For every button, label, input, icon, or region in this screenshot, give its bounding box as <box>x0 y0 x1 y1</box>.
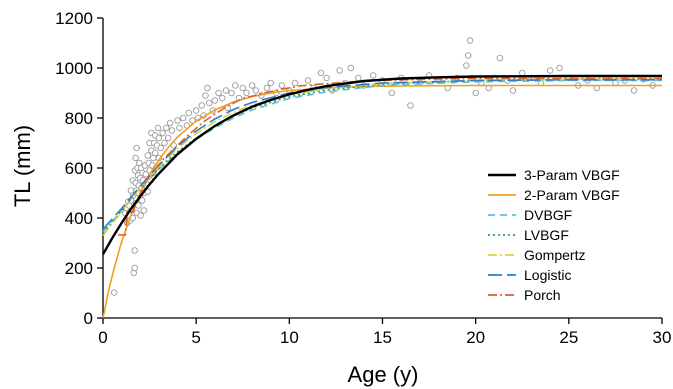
data-point <box>267 79 274 87</box>
data-point <box>185 109 192 117</box>
data-point <box>174 117 181 124</box>
data-point <box>204 84 211 92</box>
data-point <box>166 119 174 127</box>
data-point <box>472 89 479 97</box>
data-point <box>159 129 166 137</box>
data-point <box>263 84 271 92</box>
data-point <box>232 82 239 89</box>
data-point <box>323 74 330 82</box>
x-tick-label: 25 <box>559 328 578 347</box>
data-point <box>228 89 235 97</box>
curve-3-param-vbgf <box>101 74 662 255</box>
data-point <box>157 144 165 152</box>
data-point <box>154 124 162 132</box>
curve-porch <box>117 77 662 236</box>
axes: 0 200 400 600 800 1000 1200 0 5 10 15 20 25 30 <box>55 9 671 347</box>
data-point <box>161 139 168 147</box>
data-point <box>355 74 362 82</box>
data-point <box>239 84 246 92</box>
data-point <box>464 52 472 59</box>
data-point <box>243 89 250 97</box>
data-point <box>463 62 470 69</box>
legend-label: Porch <box>524 287 561 303</box>
data-point <box>176 124 183 132</box>
data-point <box>630 87 638 94</box>
curve-logistic <box>102 79 662 230</box>
data-point <box>132 154 139 162</box>
x-tick-label: 10 <box>280 328 299 347</box>
curve-lvbgf <box>102 78 662 234</box>
y-tick-label: 0 <box>84 309 93 328</box>
data-point <box>509 87 517 94</box>
curve-dvbgf <box>102 79 662 233</box>
data-point <box>211 97 219 104</box>
data-point <box>388 89 396 97</box>
data-point <box>137 212 144 219</box>
model-curves <box>101 74 662 319</box>
y-tick-label: 1200 <box>55 9 93 28</box>
data-point <box>179 114 187 122</box>
data-point <box>291 79 299 87</box>
data-point <box>336 67 343 74</box>
data-point <box>133 144 140 152</box>
data-point <box>168 127 176 134</box>
x-tick-label: 15 <box>373 328 392 347</box>
y-axis-title: TL (mm) <box>10 125 35 207</box>
legend-label: DVBGF <box>524 207 572 223</box>
data-point <box>317 69 325 77</box>
x-tick-label: 0 <box>98 328 107 347</box>
data-point <box>144 152 151 159</box>
data-point <box>151 149 159 157</box>
legend-label: Logistic <box>524 267 571 283</box>
data-point <box>140 207 148 214</box>
data-point <box>215 89 222 97</box>
data-point <box>198 102 206 109</box>
data-point <box>248 82 256 89</box>
data-point <box>369 72 377 79</box>
data-point <box>138 197 146 204</box>
data-point <box>304 77 312 84</box>
x-axis-title: Age (y) <box>348 362 419 387</box>
y-tick-label: 1000 <box>55 59 93 78</box>
y-tick-label: 200 <box>65 259 93 278</box>
legend-label: 2-Param VBGF <box>524 187 620 203</box>
data-point <box>131 264 138 272</box>
y-tick-label: 800 <box>65 109 93 128</box>
curve-gompertz <box>102 78 662 236</box>
data-point <box>164 134 172 142</box>
legend-label: 3-Param VBGF <box>524 167 620 183</box>
x-tick-label: 5 <box>191 328 200 347</box>
data-point <box>202 92 209 99</box>
legend-label: Gompertz <box>524 247 585 263</box>
legend: 3-Param VBGF 2-Param VBGF DVBGF LVBGF Gomper… <box>488 167 620 303</box>
x-tick-label: 30 <box>653 328 672 347</box>
data-point <box>205 99 213 107</box>
data-point <box>252 87 260 94</box>
data-point <box>407 102 414 109</box>
data-point <box>142 170 150 178</box>
data-point <box>131 247 138 254</box>
data-point <box>155 134 163 142</box>
data-point <box>219 94 226 102</box>
y-tick-label: 400 <box>65 209 93 228</box>
y-tick-label: 600 <box>65 159 93 178</box>
data-point <box>556 64 563 72</box>
data-point <box>347 64 355 72</box>
data-point <box>192 107 200 114</box>
data-point <box>519 69 526 77</box>
data-point <box>222 87 230 94</box>
data-point <box>466 37 474 44</box>
data-point <box>163 124 170 132</box>
x-tick-label: 20 <box>466 328 485 347</box>
data-point <box>496 54 504 62</box>
data-point <box>546 67 554 74</box>
data-point <box>278 82 286 89</box>
data-point <box>110 289 118 296</box>
legend-label: LVBGF <box>524 227 569 243</box>
